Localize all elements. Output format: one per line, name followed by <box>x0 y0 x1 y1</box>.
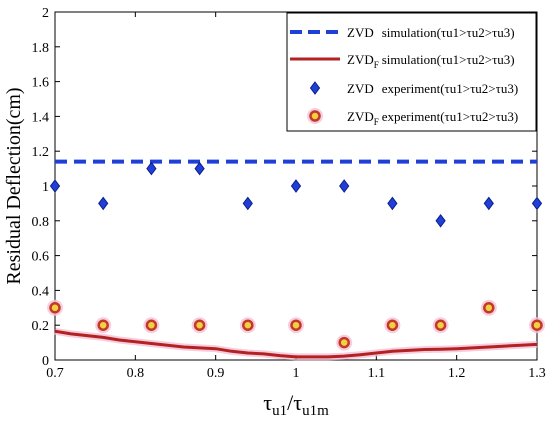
legend-label-name: ZVD <box>347 109 374 124</box>
point-zvdf-experiment <box>531 319 543 331</box>
legend-label-name: ZVD <box>347 25 374 40</box>
y-tick-label: 1.2 <box>32 145 50 160</box>
x-axis-label: τu1/τu1m <box>263 390 329 419</box>
point-zvd-experiment <box>483 196 494 211</box>
x-tick-label: 1.3 <box>528 366 546 381</box>
legend-label-name: ZVD <box>347 52 374 67</box>
point-zvd-experiment <box>194 161 205 176</box>
point-zvdf-experiment <box>242 319 254 331</box>
legend-label-subscript: F <box>374 60 379 70</box>
y-tick-label: 1 <box>42 180 49 195</box>
point-zvdf-experiment <box>193 319 206 331</box>
x-tick-labels: 0.7 0.8 0.9 1 1.1 1.2 1.3 <box>46 366 546 381</box>
y-tick-label: 0 <box>42 354 49 369</box>
point-zvdf-experiment <box>290 319 302 331</box>
y-tick-label: 1.4 <box>32 110 50 125</box>
point-zvd-experiment <box>387 196 398 211</box>
legend-swatch-zvdf-experiment <box>309 110 321 122</box>
point-zvdf-experiment <box>434 319 447 331</box>
point-zvd-experiment <box>435 213 446 228</box>
x-axis-label-sub2: u1m <box>302 403 329 419</box>
y-tick-label: 0.6 <box>32 250 50 265</box>
x-tick-label: 1.2 <box>448 366 466 381</box>
y-tick-label: 2 <box>42 6 49 21</box>
legend-label-rest: simulation(τu1>τu2>τu3) <box>382 52 515 67</box>
legend-label-name: ZVD <box>347 81 374 96</box>
y-tick-label: 0.2 <box>32 319 50 334</box>
point-zvdf-experiment <box>386 319 399 331</box>
series-zvdf-simulation-line <box>54 329 538 359</box>
x-tick-label: 1 <box>293 366 300 381</box>
legend-label: ZVDF experiment(τu1>τu2>τu3) <box>347 109 518 127</box>
y-tick-label: 1.8 <box>32 41 50 56</box>
point-zvd-experiment <box>531 196 543 211</box>
x-tick-label: 0.9 <box>207 366 225 381</box>
point-zvdf-experiment <box>483 302 495 314</box>
point-zvd-experiment <box>49 179 61 193</box>
legend-label: ZVD experiment(τu1>τu2>τu3) <box>347 81 518 96</box>
point-zvdf-experiment <box>338 336 350 349</box>
x-tick-label: 1.1 <box>368 366 386 381</box>
point-zvdf-experiment <box>97 319 109 331</box>
point-zvd-experiment <box>146 161 157 176</box>
legend-label-subscript: F <box>374 117 379 127</box>
point-zvd-experiment <box>339 179 350 193</box>
legend-label: ZVD simulation(τu1>τu2>τu3) <box>347 25 515 40</box>
x-axis-label-tau1: τ <box>263 390 272 415</box>
x-tick-label: 0.8 <box>127 366 145 381</box>
point-zvd-experiment <box>290 179 302 193</box>
legend-swatch-zvd-experiment <box>309 81 321 95</box>
y-tick-label: 0.4 <box>32 284 50 299</box>
legend-label-rest: simulation(τu1>τu2>τu3) <box>382 25 515 40</box>
point-zvd-experiment <box>242 196 253 211</box>
x-axis-label-sub1: u1 <box>272 403 287 419</box>
legend-label: ZVDF simulation(τu1>τu2>τu3) <box>347 52 515 70</box>
x-axis-label-slash: /τ <box>287 390 302 415</box>
y-tick-label: 1.6 <box>32 76 50 91</box>
point-zvdf-experiment <box>49 302 61 314</box>
y-tick-label: 0.8 <box>32 215 50 230</box>
legend: ZVD simulation(τu1>τu2>τu3)ZVDF simulation… <box>286 12 537 132</box>
x-tick-label: 0.7 <box>46 366 64 381</box>
legend-label-rest: experiment(τu1>τu2>τu3) <box>382 81 518 96</box>
point-zvdf-experiment <box>145 319 158 331</box>
series-layer <box>47 159 545 361</box>
y-axis-label: Residual Deflection(cm) <box>3 87 25 284</box>
point-zvd-experiment <box>98 196 109 211</box>
legend-label-rest: experiment(τu1>τu2>τu3) <box>382 109 518 124</box>
y-tick-labels: 0 0.2 0.4 0.6 0.8 1 1.2 1.4 1.6 1.8 2 <box>32 6 50 369</box>
